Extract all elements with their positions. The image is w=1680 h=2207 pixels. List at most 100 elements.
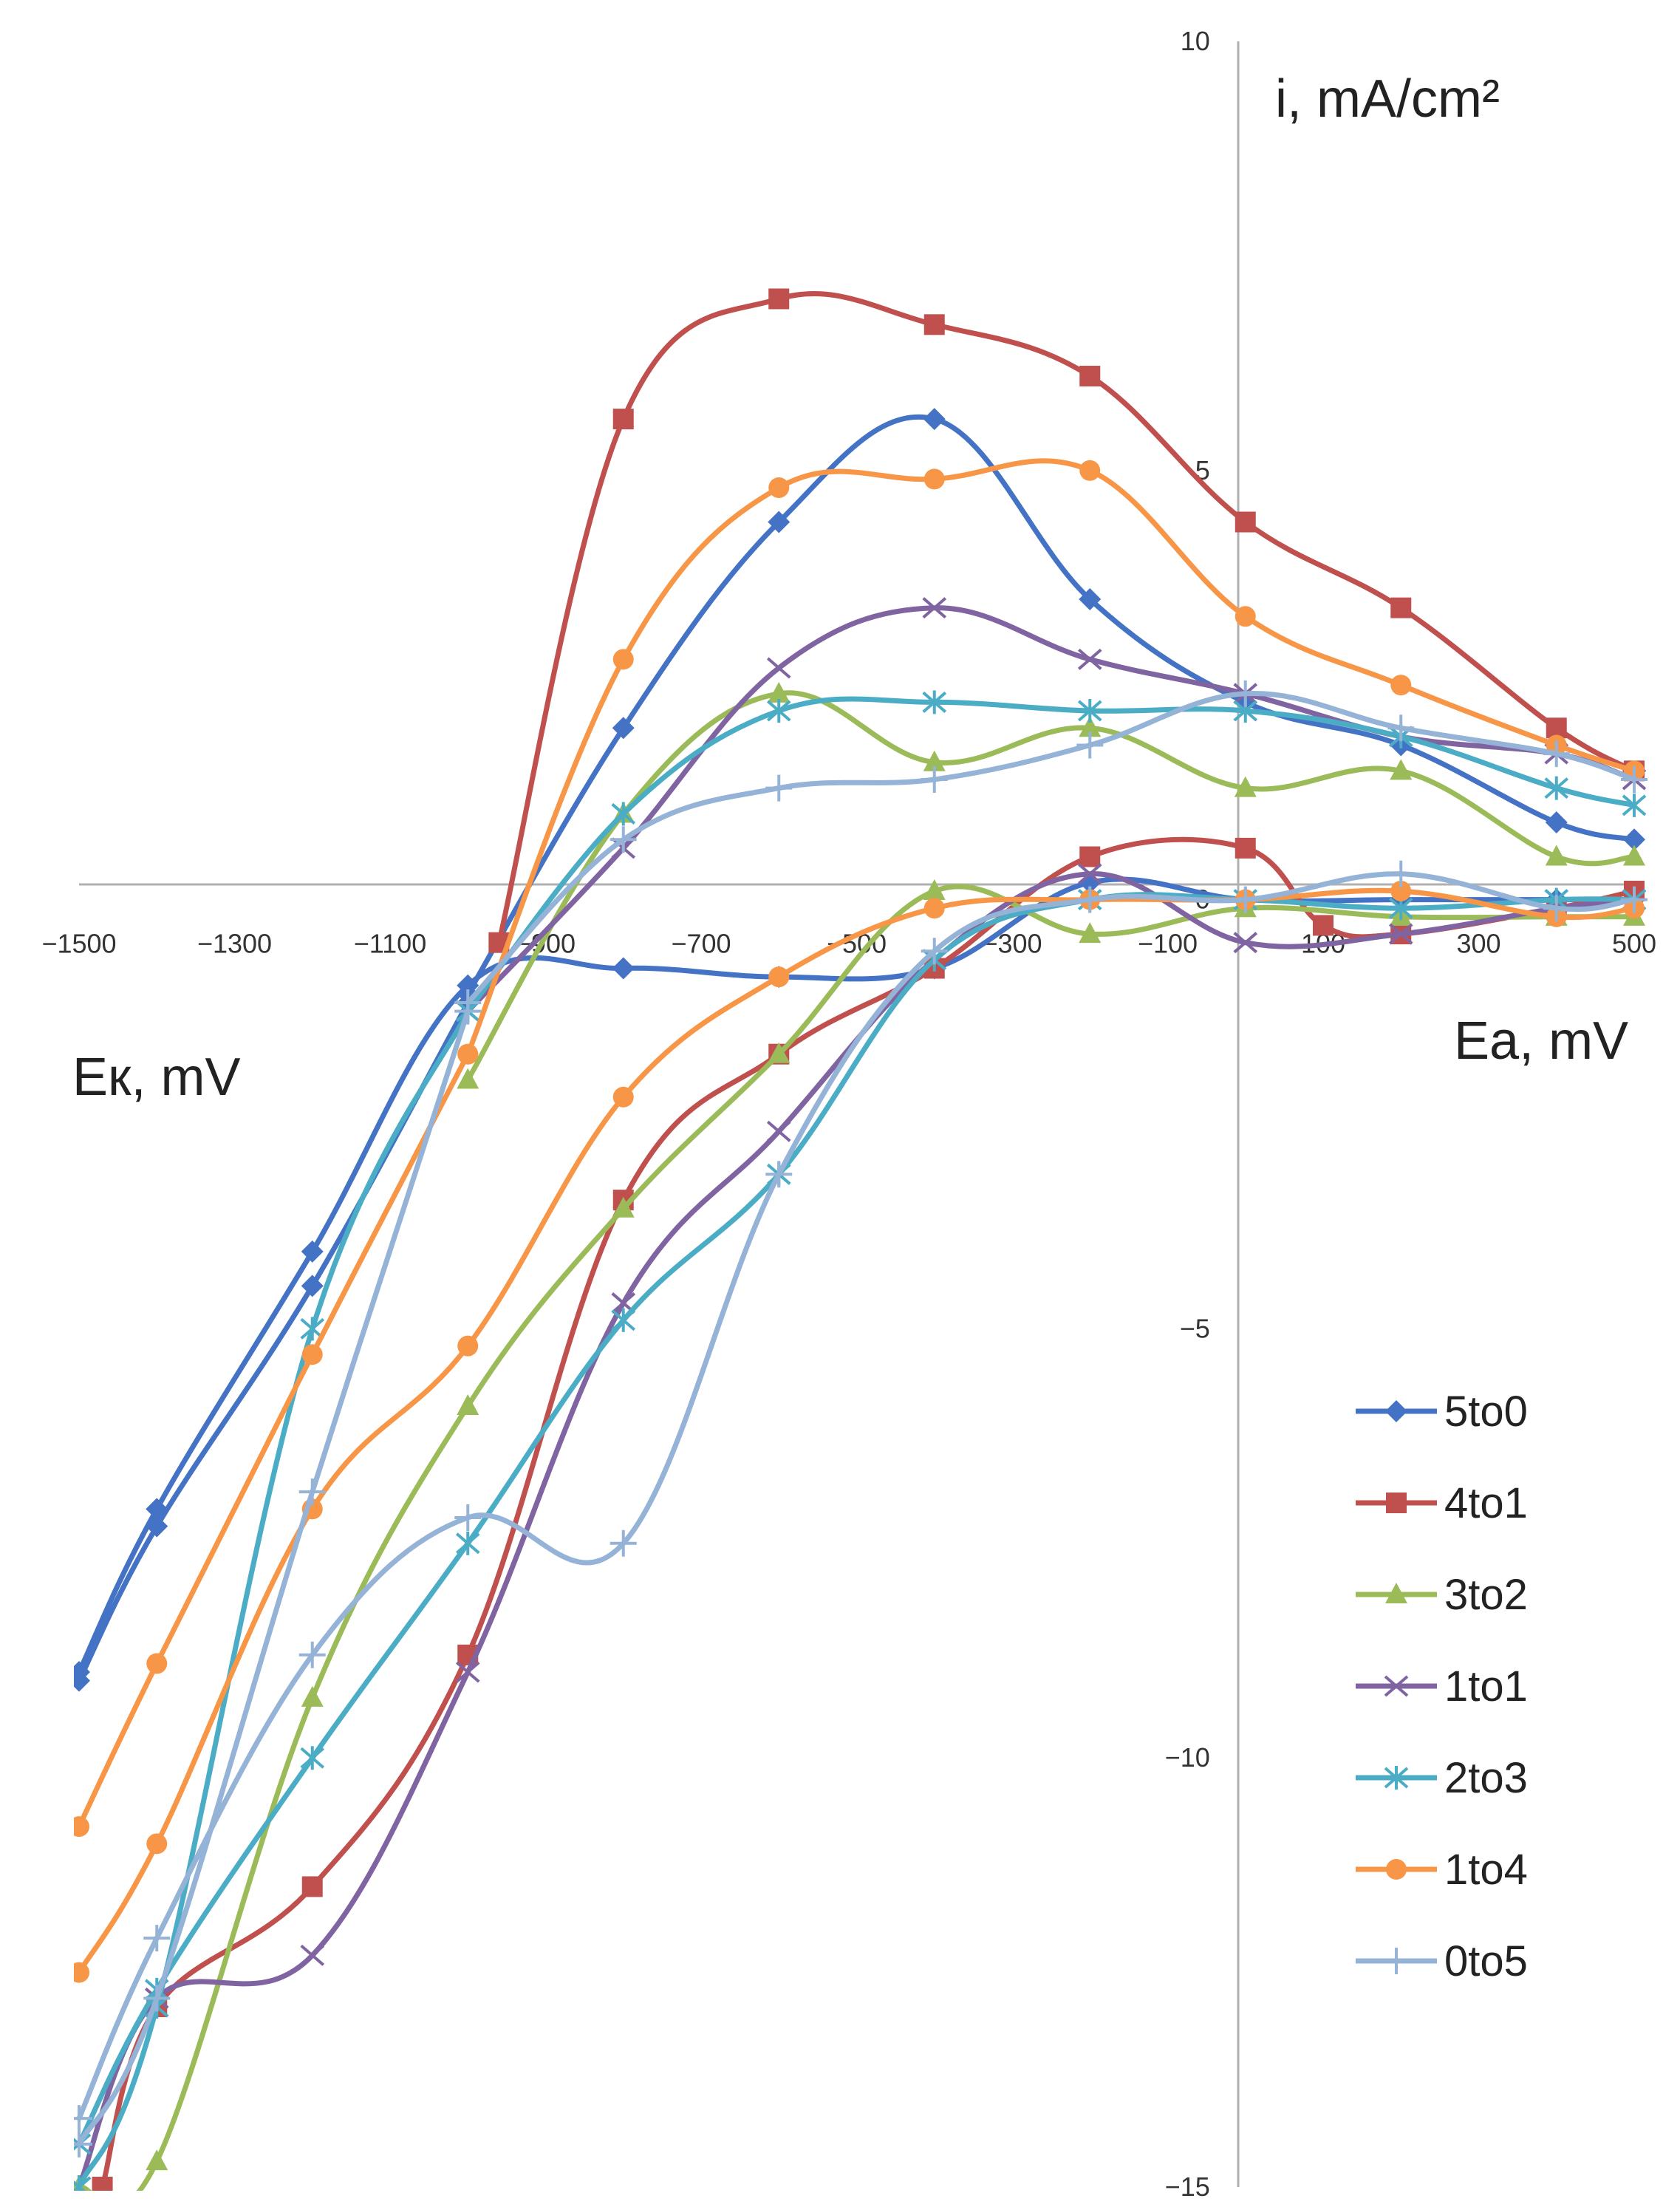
x-tick-label: −100 (1138, 929, 1198, 959)
data-point-3to2 (1234, 776, 1257, 797)
data-point-3to2 (301, 1685, 324, 1707)
data-point-1to1 (1388, 923, 1413, 945)
x-tick-label: 300 (1456, 929, 1500, 959)
series-3to2 (74, 681, 1645, 2191)
data-point-4to1 (1313, 915, 1334, 936)
data-point-4to1 (768, 288, 790, 310)
data-point-0to5 (609, 1529, 637, 1557)
legend-label: 0to5 (1444, 1937, 1528, 1985)
legend-marker-5to0 (1385, 1400, 1407, 1422)
data-point-2to3 (455, 1531, 480, 1555)
data-point-0to5 (143, 1985, 171, 2012)
data-point-1to4 (146, 1653, 168, 1674)
legend-marker-4to1 (1386, 1493, 1407, 1513)
data-point-3to2 (612, 1196, 635, 1218)
legend-label: 5to0 (1444, 1388, 1528, 1436)
series-line-1to1-anodic (465, 605, 1637, 1014)
data-point-5to0 (612, 957, 635, 980)
legend-marker-1to4 (1386, 1859, 1407, 1880)
data-point-1to1 (1077, 648, 1102, 670)
legend-item-4to1: 4to1 (1356, 1479, 1528, 1527)
legend-marker-3to2 (1385, 1583, 1407, 1603)
data-point-5to0 (74, 1669, 90, 1692)
data-point-4to1 (1235, 837, 1256, 859)
data-point-4to1 (1079, 846, 1101, 867)
x-tick-label: −700 (671, 929, 731, 959)
data-point-3to2 (146, 2149, 168, 2171)
data-point-3to2 (1079, 922, 1102, 944)
data-point-0to5 (1076, 886, 1104, 913)
data-point-2to3 (1622, 793, 1647, 817)
legend-item-0to5: 0to5 (1356, 1937, 1528, 1985)
y-axis-label: i, mA/cm² (1275, 69, 1500, 129)
data-point-2to3 (766, 699, 791, 723)
legend: 5to0 4to1 3to2 1to1 2to3 1to4 0to5 (1356, 1388, 1528, 1985)
data-point-5to0 (146, 1498, 168, 1521)
series-line-2to3-cathodic2 (76, 1009, 471, 2190)
data-point-0to5 (609, 826, 637, 853)
data-point-1to4 (1079, 460, 1101, 481)
data-point-0to5 (298, 1478, 326, 1506)
data-point-0to5 (74, 2105, 92, 2132)
x-tick-label: −300 (982, 929, 1042, 959)
data-point-5to0 (612, 717, 635, 740)
data-point-1to1 (300, 1944, 325, 1966)
data-point-1to4 (1235, 606, 1256, 627)
legend-item-1to4: 1to4 (1356, 1846, 1528, 1894)
x-tick-label: −1300 (197, 929, 272, 959)
data-point-0to5 (1387, 860, 1415, 887)
data-point-1to4 (923, 898, 945, 919)
legend-marker-0to5 (1383, 1948, 1410, 1974)
data-point-2to3 (1077, 699, 1102, 723)
data-point-0to5 (454, 1504, 482, 1531)
data-point-1to1 (1233, 932, 1258, 954)
data-point-2to3 (1544, 776, 1569, 800)
data-point-1to4 (74, 1962, 89, 1983)
data-point-5to0 (146, 1515, 168, 1538)
data-point-1to4 (768, 966, 790, 988)
data-point-4to1 (1079, 366, 1101, 387)
data-point-3to2 (1545, 845, 1568, 866)
data-point-0to5 (1621, 765, 1647, 793)
legend-item-3to2: 3to2 (1356, 1571, 1528, 1619)
data-point-5to0 (1079, 588, 1102, 611)
data-point-1to4 (1390, 675, 1412, 696)
data-point-4to1 (1235, 511, 1256, 533)
series-layer (74, 288, 1647, 2191)
data-point-1to1 (455, 1661, 480, 1683)
series-2to3 (74, 690, 1647, 2191)
series-line-0to5-cathodic (76, 871, 1637, 2121)
x-tick-label: 500 (1612, 929, 1656, 959)
data-point-3to2 (457, 1068, 479, 1089)
y-tick-label: 10 (1181, 26, 1210, 56)
data-point-1to1 (766, 657, 791, 679)
data-point-0to5 (921, 765, 948, 793)
data-point-3to2 (923, 750, 946, 771)
data-point-2to3 (922, 690, 947, 714)
series-line-0to5-anodic (465, 690, 1637, 1006)
data-point-1to4 (301, 1344, 323, 1365)
data-point-1to4 (74, 1816, 89, 1838)
data-point-5to0 (923, 408, 946, 431)
data-point-0to5 (454, 989, 482, 1016)
data-point-0to5 (74, 2130, 92, 2157)
data-point-0to5 (765, 774, 793, 802)
series-line-3to2-cathodic (76, 884, 1637, 2191)
data-point-0to5 (1621, 886, 1647, 913)
series-1to4 (74, 458, 1645, 1983)
data-point-4to1 (301, 1876, 323, 1897)
data-point-3to2 (768, 681, 791, 703)
legend-label: 3to2 (1444, 1571, 1528, 1619)
legend-label: 4to1 (1444, 1479, 1528, 1527)
series-line-0to5-cathodic2 (76, 1009, 471, 2147)
series-line-1to1-cathodic (76, 871, 1637, 2190)
data-point-4to1 (612, 409, 634, 430)
data-point-1to4 (768, 477, 790, 499)
data-point-0to5 (1232, 886, 1259, 913)
data-point-3to2 (1390, 759, 1413, 780)
series-0to5 (74, 680, 1647, 2157)
legend-marker-2to3 (1384, 1766, 1409, 1790)
data-point-0to5 (1232, 680, 1259, 707)
